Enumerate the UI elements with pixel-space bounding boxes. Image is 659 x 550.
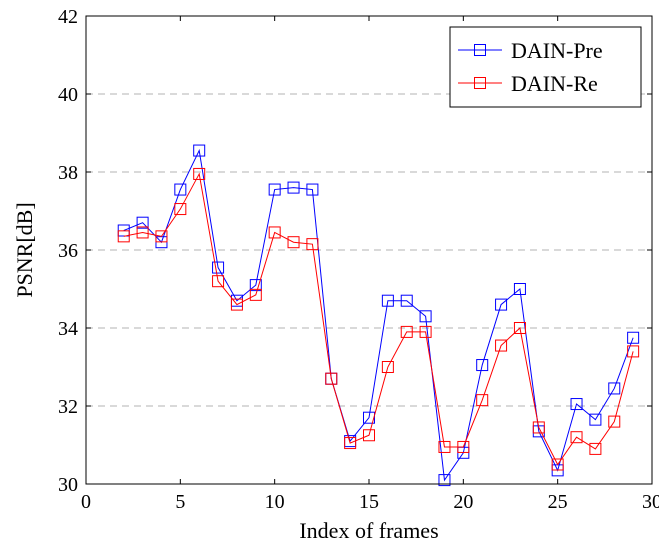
- x-tick-label-25: 25: [548, 491, 568, 513]
- y-tick-label-42: 42: [58, 6, 78, 28]
- point-dain-pre-21: [476, 359, 489, 372]
- point-dain-pre-6: [193, 144, 206, 157]
- series-dain-pre: [117, 144, 640, 487]
- y-axis-label: PSNR[dB]: [12, 202, 37, 297]
- axis-ticks: 0 5 10 15 20 25 30 30 32 34 36 38 40 42: [58, 6, 659, 513]
- point-dain-re-12: [306, 238, 319, 251]
- x-tick-label-5: 5: [175, 491, 185, 513]
- point-dain-re-5: [174, 203, 187, 216]
- point-dain-pre-27: [589, 413, 602, 426]
- point-dain-pre-28: [608, 382, 621, 395]
- point-dain-re-26: [570, 431, 583, 444]
- series-dain-re: [117, 167, 640, 471]
- point-dain-re-7: [212, 275, 225, 288]
- legend-label-dain-re: DAIN-Re: [511, 71, 598, 96]
- x-tick-label-30: 30: [642, 491, 659, 513]
- y-tick-label-30: 30: [58, 474, 78, 496]
- legend-label-dain-pre: DAIN-Pre: [511, 38, 603, 63]
- point-dain-re-15: [363, 429, 375, 442]
- x-tick-label-0: 0: [81, 491, 91, 513]
- y-tick-label-36: 36: [58, 240, 78, 262]
- y-tick-label-32: 32: [58, 396, 78, 418]
- point-dain-re-25: [551, 458, 564, 471]
- point-dain-re-19: [438, 440, 451, 453]
- point-dain-re-24: [532, 421, 545, 434]
- point-dain-re-11: [287, 236, 300, 249]
- point-dain-re-20: [457, 440, 470, 453]
- point-dain-pre-17: [400, 294, 413, 307]
- y-tick-label-40: 40: [58, 84, 78, 106]
- point-dain-re-8: [230, 298, 243, 311]
- point-dain-re-21: [476, 394, 489, 407]
- point-dain-pre-12: [306, 183, 319, 196]
- grid-lines: [86, 93, 652, 407]
- legend-marker-dain-pre: [474, 44, 486, 56]
- point-dain-pre-29: [627, 331, 640, 344]
- series-layer: [117, 144, 640, 487]
- legend-marker-dain-re: [474, 77, 486, 89]
- y-tick-label-34: 34: [58, 318, 78, 340]
- point-dain-pre-9: [249, 279, 262, 292]
- x-tick-label-20: 20: [453, 491, 473, 513]
- point-dain-re-3: [136, 226, 149, 239]
- point-dain-re-4: [155, 230, 168, 243]
- point-dain-pre-19: [438, 474, 451, 487]
- point-dain-pre-15: [363, 411, 375, 424]
- point-dain-pre-18: [419, 310, 432, 323]
- point-dain-re-6: [193, 167, 206, 180]
- point-dain-pre-22: [495, 298, 508, 311]
- point-dain-pre-26: [570, 398, 583, 411]
- point-dain-re-28: [608, 415, 621, 428]
- point-dain-pre-5: [174, 183, 187, 196]
- point-dain-re-2: [117, 230, 130, 243]
- point-dain-re-27: [589, 442, 602, 455]
- point-dain-re-23: [513, 322, 526, 334]
- point-dain-re-18: [419, 325, 432, 338]
- point-dain-re-13: [325, 372, 338, 385]
- point-dain-pre-3: [136, 216, 149, 229]
- series-line-dain-re: [123, 172, 634, 466]
- point-dain-pre-10: [268, 183, 281, 196]
- point-dain-re-29: [627, 345, 640, 358]
- point-dain-re-22: [495, 339, 508, 352]
- point-dain-re-16: [381, 361, 394, 373]
- x-tick-label-10: 10: [265, 491, 285, 513]
- legend-box: [449, 26, 642, 108]
- point-dain-pre-11: [287, 181, 300, 194]
- point-dain-pre-23: [513, 283, 526, 295]
- point-dain-re-17: [400, 325, 413, 338]
- point-dain-re-9: [249, 288, 262, 301]
- x-axis-label: Index of frames: [299, 518, 438, 543]
- x-tick-label-15: 15: [359, 491, 379, 513]
- point-dain-pre-16: [381, 294, 394, 307]
- y-tick-label-38: 38: [58, 162, 78, 184]
- point-dain-re-10: [268, 226, 281, 239]
- point-dain-pre-7: [212, 261, 225, 274]
- legend: DAIN-Pre DAIN-Re: [449, 26, 642, 108]
- point-dain-re-14: [344, 437, 357, 450]
- series-line-dain-pre: [123, 148, 634, 482]
